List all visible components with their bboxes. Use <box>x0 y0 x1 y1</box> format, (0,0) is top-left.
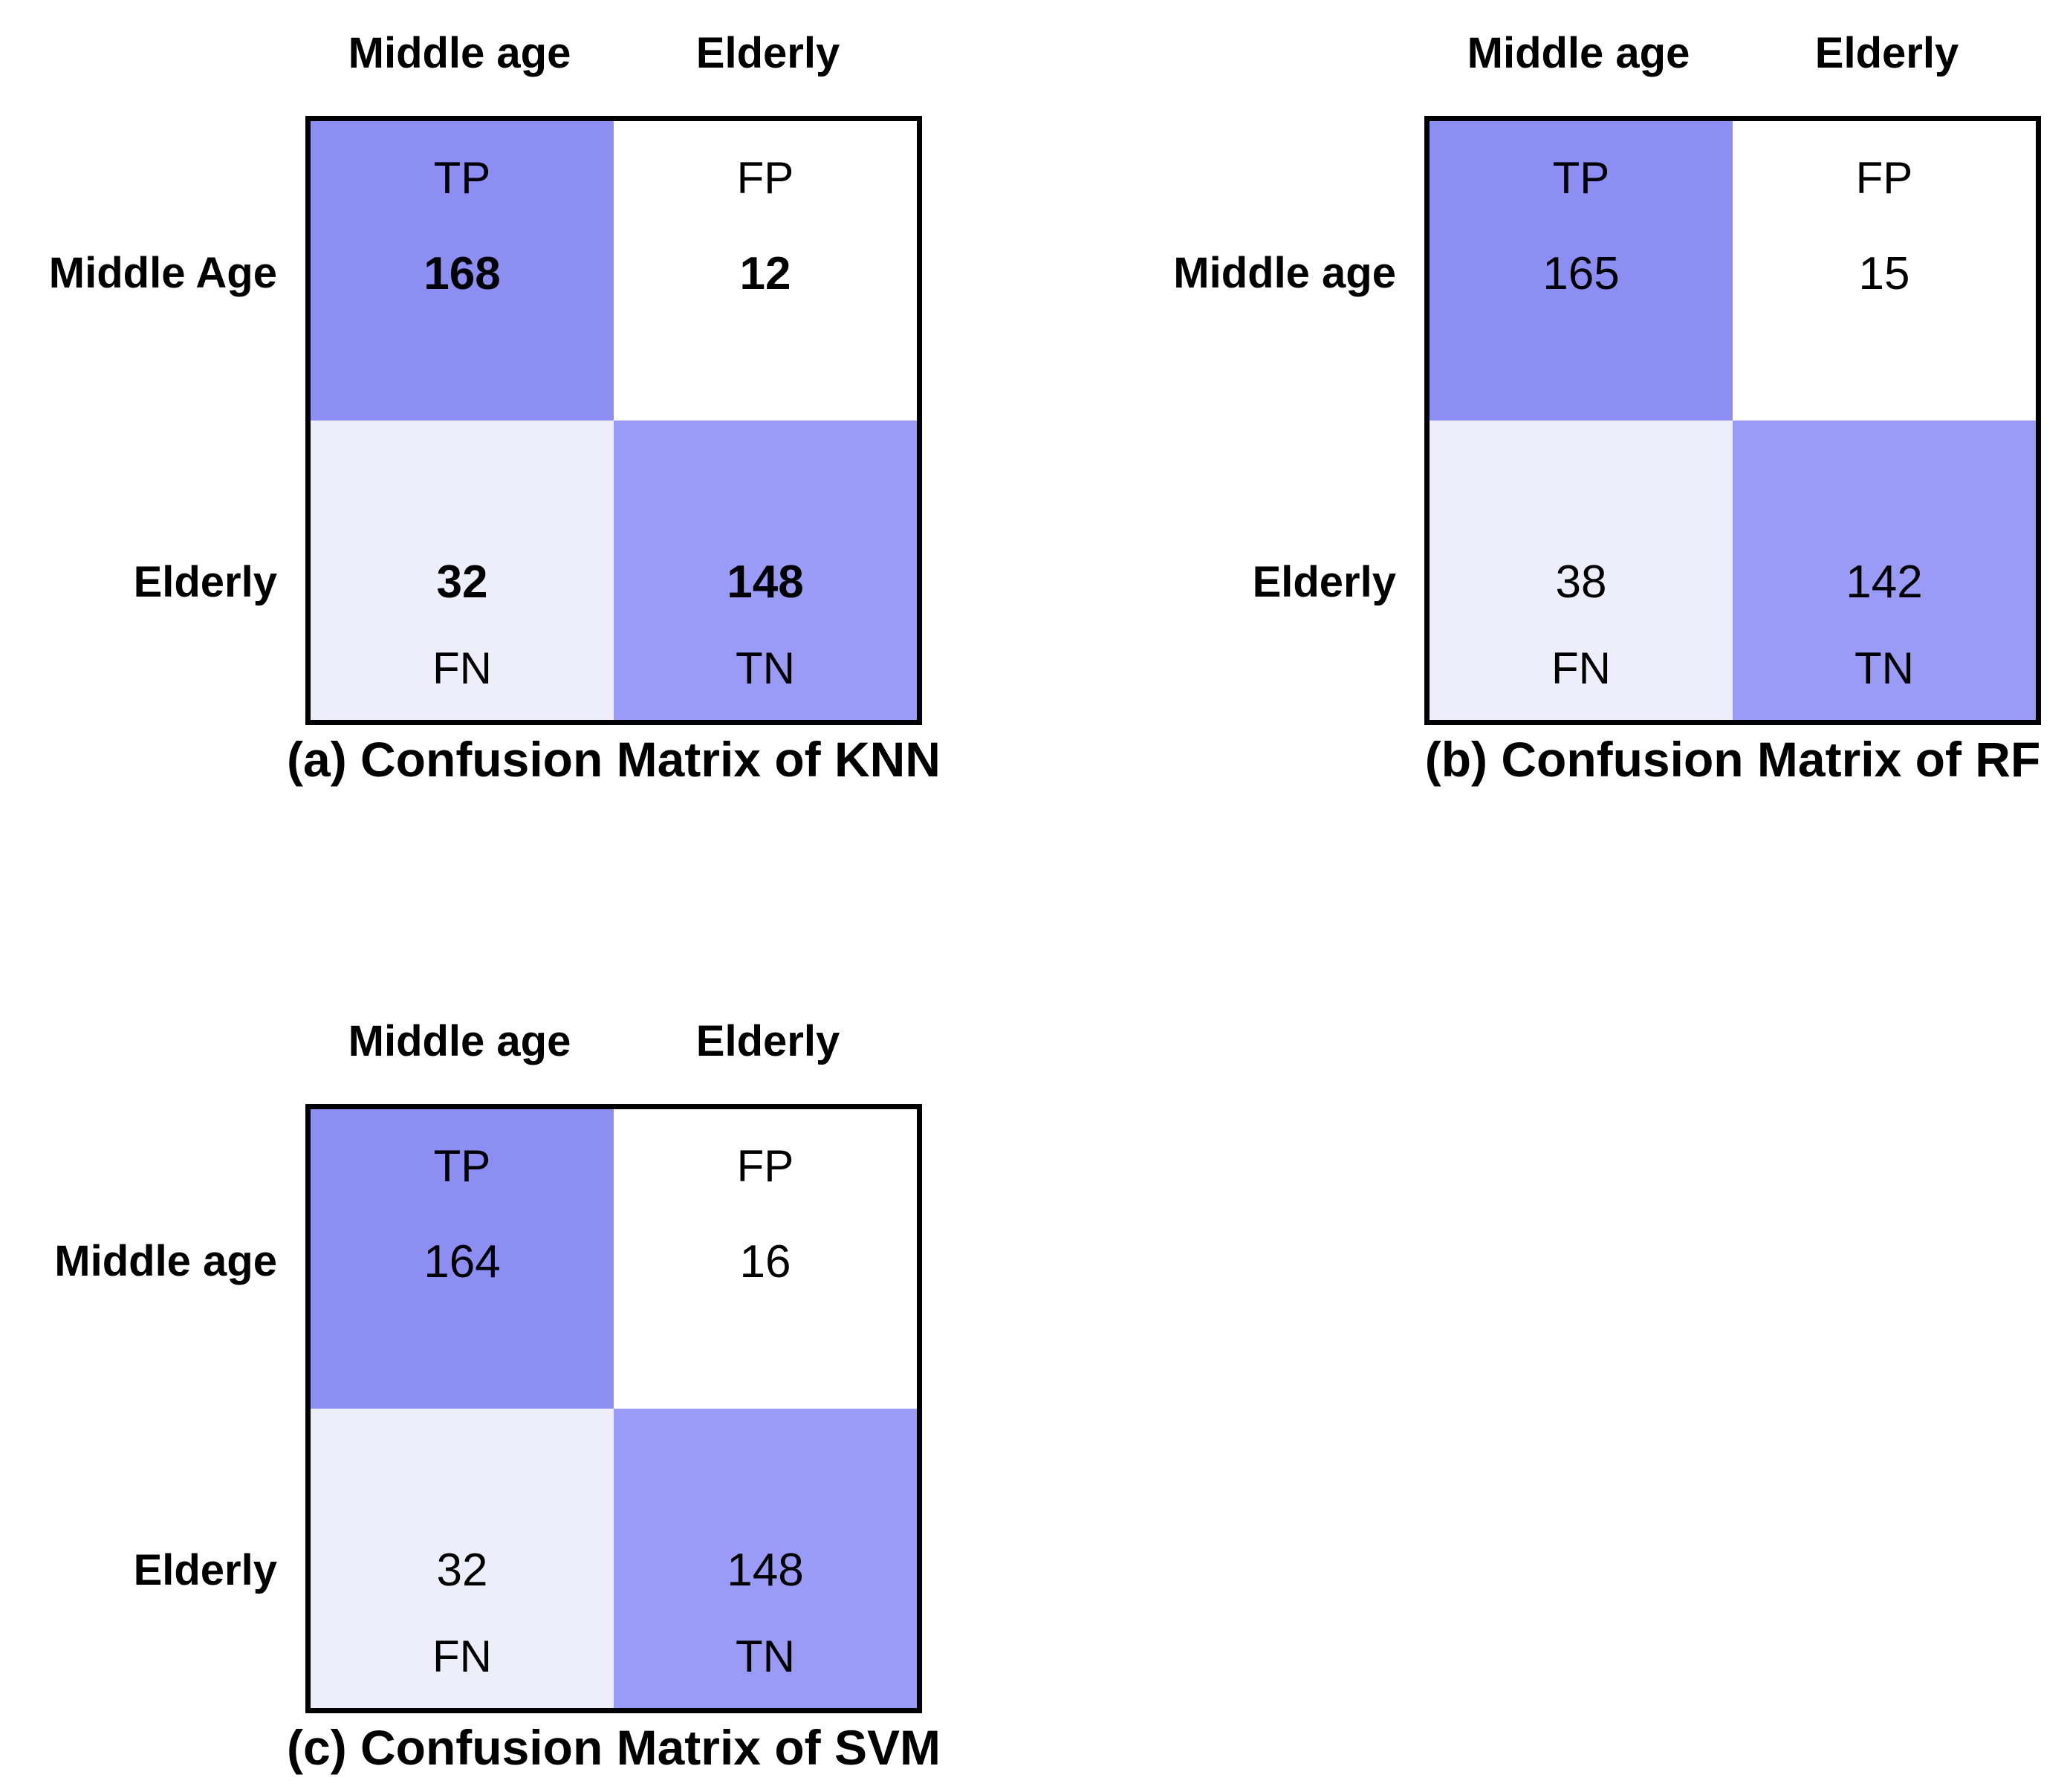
confusion-matrix-knn: Middle age Elderly Middle Age Elderly TP… <box>23 7 941 787</box>
row-header-elderly: Elderly <box>133 558 277 606</box>
tn-label: TN <box>736 1632 795 1682</box>
row-headers: Middle Age Elderly <box>23 116 305 725</box>
figure-caption-c: (c) Confusion Matrix of SVM <box>287 1720 941 1775</box>
matrix-grid: TP 164 FP 16 32 FN 148 TN <box>305 1104 922 1713</box>
fp-value: 12 <box>739 247 791 299</box>
tn-label: TN <box>736 643 795 694</box>
row-header-middle-age: Middle Age <box>48 249 277 297</box>
fp-label: FP <box>1855 152 1913 203</box>
tn-value: 148 <box>727 556 804 608</box>
tp-label: TP <box>433 1140 491 1191</box>
tp-label: TP <box>433 152 491 203</box>
row-header-middle-age: Middle age <box>54 1237 277 1285</box>
confusion-matrix-rf: Middle age Elderly Middle age Elderly TP… <box>1142 7 2041 786</box>
column-headers: Middle age Elderly <box>1424 7 2041 116</box>
tn-value: 148 <box>727 1544 804 1596</box>
cell-fn: 38 FN <box>1430 421 1733 720</box>
figure-caption-b: (b) Confusion Matrix of RF <box>1424 732 2041 787</box>
cell-tp: TP 168 <box>311 121 614 421</box>
cell-fp: FP 16 <box>614 1109 917 1409</box>
fp-value: 15 <box>1858 247 1910 299</box>
fn-label: FN <box>1551 643 1611 694</box>
col-header-middle-age: Middle age <box>348 29 571 77</box>
cell-tn: 142 TN <box>1733 421 2036 720</box>
matrix-grid: TP 165 FP 15 38 FN 142 TN <box>1424 116 2041 725</box>
figure-caption-a: (a) Confusion Matrix of KNN <box>287 732 941 787</box>
cell-tn: 148 TN <box>614 421 917 720</box>
cell-tp: TP 165 <box>1430 121 1733 421</box>
fn-value: 32 <box>436 556 488 608</box>
matrix-grid: TP 168 FP 12 32 FN 148 TN <box>305 116 922 725</box>
row-header-middle-age: Middle age <box>1173 249 1396 297</box>
cell-tn: 148 TN <box>614 1409 917 1708</box>
cell-fn: 32 FN <box>311 1409 614 1708</box>
fn-label: FN <box>432 1632 492 1682</box>
col-header-elderly: Elderly <box>1814 29 1959 77</box>
tp-value: 168 <box>424 247 501 299</box>
fn-value: 38 <box>1555 556 1607 608</box>
tp-label: TP <box>1552 152 1610 203</box>
col-header-middle-age: Middle age <box>1467 29 1690 77</box>
tp-value: 164 <box>424 1236 501 1288</box>
confusion-matrix-svm: Middle age Elderly Middle age Elderly TP… <box>23 996 941 1775</box>
cell-fn: 32 FN <box>311 421 614 720</box>
cell-fp: FP 12 <box>614 121 917 421</box>
fp-value: 16 <box>739 1236 791 1288</box>
tp-value: 165 <box>1542 247 1620 299</box>
col-header-elderly: Elderly <box>695 1017 840 1065</box>
col-header-elderly: Elderly <box>695 29 840 77</box>
fn-value: 32 <box>436 1544 488 1596</box>
fn-label: FN <box>432 643 492 694</box>
row-header-elderly: Elderly <box>133 1546 277 1594</box>
fp-label: FP <box>736 1140 794 1191</box>
tn-label: TN <box>1855 643 1914 694</box>
col-header-middle-age: Middle age <box>348 1017 571 1065</box>
fp-label: FP <box>736 152 794 203</box>
row-headers: Middle age Elderly <box>1142 116 1424 725</box>
tn-value: 142 <box>1846 556 1923 608</box>
column-headers: Middle age Elderly <box>305 996 922 1104</box>
row-header-elderly: Elderly <box>1252 558 1396 606</box>
cell-tp: TP 164 <box>311 1109 614 1409</box>
row-headers: Middle age Elderly <box>23 1104 305 1713</box>
column-headers: Middle age Elderly <box>305 7 922 116</box>
cell-fp: FP 15 <box>1733 121 2036 421</box>
